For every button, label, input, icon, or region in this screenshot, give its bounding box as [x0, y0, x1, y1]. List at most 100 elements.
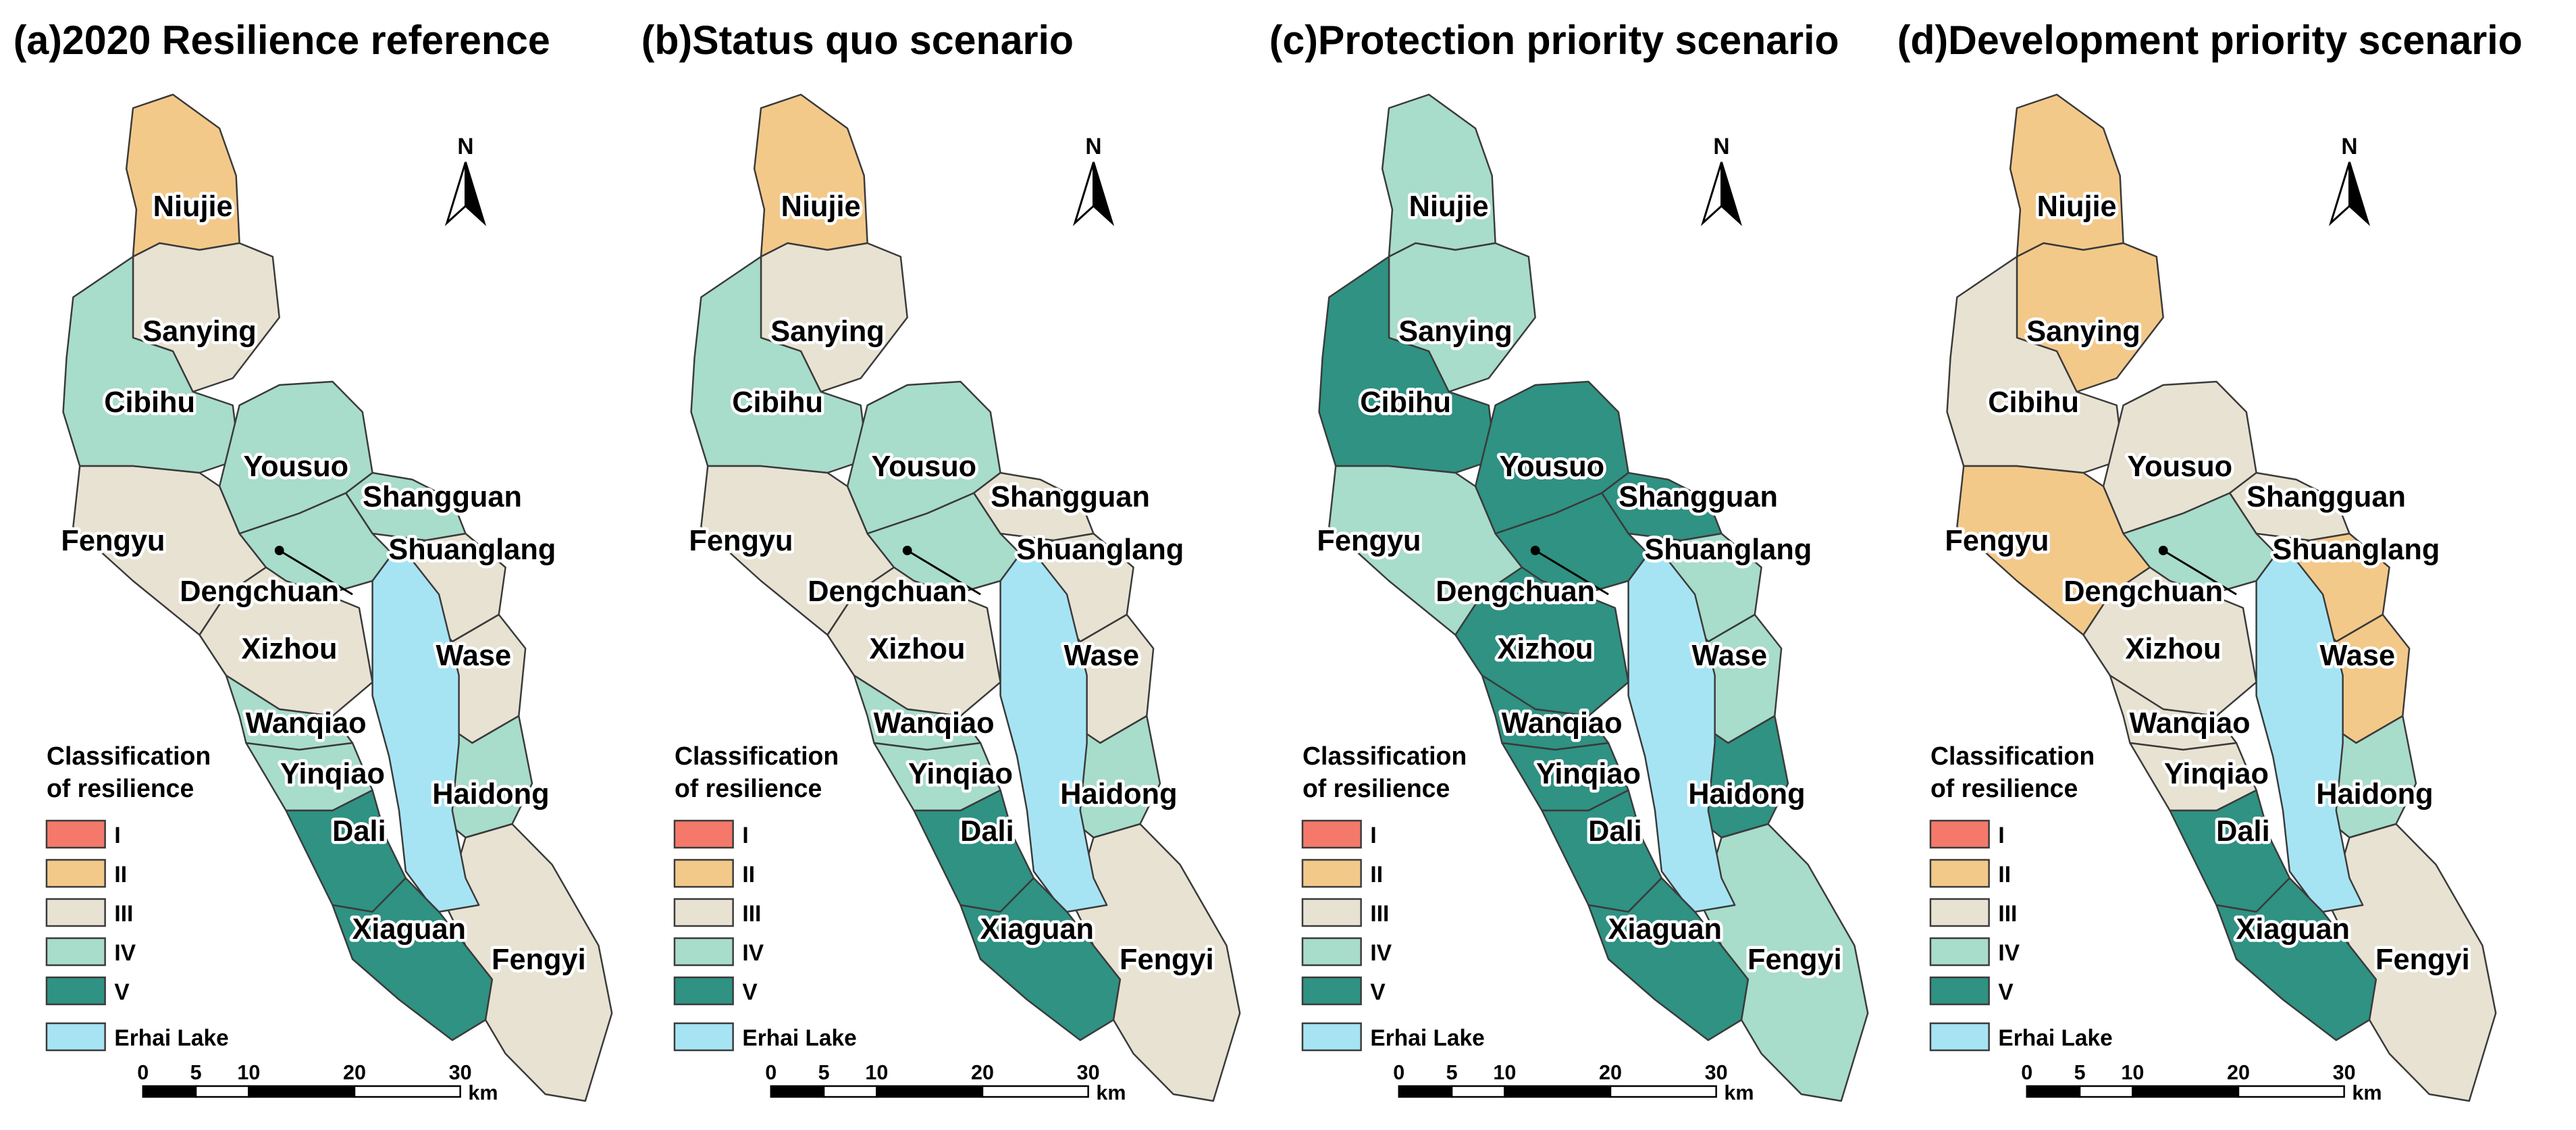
- town-label-fengyu: Fengyu: [1945, 524, 2049, 557]
- legend-label-class-i: I: [1370, 823, 1376, 848]
- town-label-cibihu: Cibihu: [1360, 386, 1451, 419]
- town-label-dengchuan: Dengchuan: [2064, 575, 2223, 608]
- panel-title: (a)2020 Resilience reference: [14, 18, 550, 63]
- township-niujie: [753, 93, 868, 258]
- scale-tick-label: 0: [2021, 1060, 2032, 1084]
- town-label-shangguan: Shangguan: [991, 480, 1150, 513]
- town-label-haidong: Haidong: [432, 777, 549, 811]
- town-label-cibihu: Cibihu: [1988, 386, 2079, 419]
- scale-segment: [770, 1085, 825, 1098]
- town-label-haidong: Haidong: [1688, 777, 1805, 811]
- town-label-xizhou: Xizhou: [241, 632, 337, 665]
- legend-label-class-v: V: [1998, 979, 2014, 1005]
- legend-swatch-class-i: [45, 819, 106, 849]
- town-label-xizhou: Xizhou: [2125, 632, 2221, 665]
- legend-swatch-class-i: [673, 819, 734, 849]
- scale-segment: [876, 1085, 984, 1098]
- scale-tick-label: 5: [1446, 1060, 1458, 1084]
- town-label-haidong: Haidong: [1060, 777, 1177, 811]
- legend-swatch-class-iv: [1929, 937, 1990, 967]
- legend-title-line1: Classification: [675, 742, 839, 770]
- legend-swatch-class-iii: [1929, 898, 1990, 927]
- town-label-wase: Wase: [1692, 639, 1768, 672]
- scale-tick-label: 30: [1705, 1060, 1728, 1084]
- scale-tick-label: 10: [865, 1060, 888, 1084]
- dengchuan-point-marker: [2158, 546, 2168, 555]
- legend-swatch-class-iv: [1301, 937, 1362, 967]
- scale-tick-label: 5: [190, 1060, 202, 1084]
- north-arrow-icon: [1700, 161, 1743, 226]
- town-label-fengyu: Fengyu: [61, 524, 165, 557]
- scale-segment: [194, 1085, 250, 1098]
- town-label-dali: Dali: [2216, 815, 2269, 848]
- north-label: N: [457, 134, 473, 159]
- scale-segment: [142, 1085, 197, 1098]
- scale-tick-label: 30: [2333, 1060, 2356, 1084]
- erhai-lake: [1627, 553, 1736, 913]
- map-panel-3: (c)Protection priority scenario Niujie San…: [1269, 18, 1869, 1104]
- legend-label-class-ii: II: [742, 862, 755, 888]
- town-label-xizhou: Xizhou: [1497, 632, 1593, 665]
- legend-swatch-class-ii: [45, 858, 106, 888]
- town-label-dali: Dali: [1588, 815, 1641, 848]
- legend-swatch-class-v: [1301, 976, 1362, 1006]
- legend-label-class-iv: IV: [114, 940, 136, 966]
- town-label-wase: Wase: [2320, 639, 2396, 672]
- town-label-yinqiao: Yinqiao: [908, 757, 1013, 790]
- town-label-niujie: Niujie: [153, 190, 233, 223]
- township-niujie: [2009, 93, 2124, 258]
- panel-title: (d)Development priority scenario: [1897, 18, 2523, 63]
- town-label-shangguan: Shangguan: [1619, 480, 1778, 513]
- scale-tick-label: 10: [237, 1060, 260, 1084]
- legend-swatch-class-iv: [45, 937, 106, 967]
- panel-title: (b)Status quo scenario: [641, 18, 1074, 63]
- scale-tick-label: 10: [1493, 1060, 1516, 1084]
- scale-segment: [981, 1085, 1089, 1098]
- map-panel-2: (b)Status quo scenario Niujie Sanying Cibih…: [641, 18, 1241, 1104]
- scale-segment: [2078, 1085, 2134, 1098]
- legend-label-lake: Erhai Lake: [1370, 1025, 1484, 1051]
- scale-tick-label: 0: [137, 1060, 149, 1084]
- erhai-lake: [999, 553, 1108, 913]
- legend-swatch-lake: [45, 1022, 106, 1052]
- town-label-shuanglang: Shuanglang: [1644, 533, 1812, 566]
- town-label-wanqiao: Wanqiao: [246, 707, 367, 740]
- town-label-cibihu: Cibihu: [732, 386, 823, 419]
- legend-label-class-iv: IV: [742, 940, 764, 966]
- scale-segment: [248, 1085, 356, 1098]
- town-label-xiaguan: Xiaguan: [1608, 913, 1723, 946]
- town-label-dengchuan: Dengchuan: [180, 575, 339, 608]
- north-arrow-icon: [2328, 161, 2371, 226]
- legend-label-class-iii: III: [114, 901, 133, 927]
- legend-label-class-ii: II: [114, 862, 127, 888]
- north-arrow-icon: [1072, 161, 1115, 226]
- legend-label-lake: Erhai Lake: [1998, 1025, 2112, 1051]
- legend-swatch-class-ii: [673, 858, 734, 888]
- scale-unit-label: km: [468, 1081, 498, 1104]
- town-label-yousuo: Yousuo: [872, 450, 977, 483]
- town-label-xiaguan: Xiaguan: [980, 913, 1095, 946]
- town-label-yousuo: Yousuo: [1500, 450, 1605, 483]
- legend-label-lake: Erhai Lake: [742, 1025, 856, 1051]
- town-label-shangguan: Shangguan: [363, 480, 522, 513]
- town-label-shuanglang: Shuanglang: [2272, 533, 2440, 566]
- scale-tick-label: 20: [971, 1060, 994, 1084]
- scale-unit-label: km: [1096, 1081, 1126, 1104]
- legend-swatch-class-i: [1929, 819, 1990, 849]
- town-label-shuanglang: Shuanglang: [388, 533, 556, 566]
- town-label-fengyi: Fengyi: [1747, 943, 1842, 976]
- town-label-shangguan: Shangguan: [2246, 480, 2406, 513]
- legend-swatch-class-ii: [1929, 858, 1990, 888]
- town-label-cibihu: Cibihu: [104, 386, 195, 419]
- dengchuan-leader-line: [906, 549, 981, 596]
- town-label-wanqiao: Wanqiao: [2130, 707, 2251, 740]
- erhai-lake: [371, 553, 480, 913]
- town-label-xiaguan: Xiaguan: [352, 913, 467, 946]
- town-label-dali: Dali: [332, 815, 386, 848]
- scale-tick-label: 20: [1599, 1060, 1622, 1084]
- scale-tick-label: 5: [2074, 1060, 2086, 1084]
- legend-label-class-v: V: [1370, 979, 1386, 1005]
